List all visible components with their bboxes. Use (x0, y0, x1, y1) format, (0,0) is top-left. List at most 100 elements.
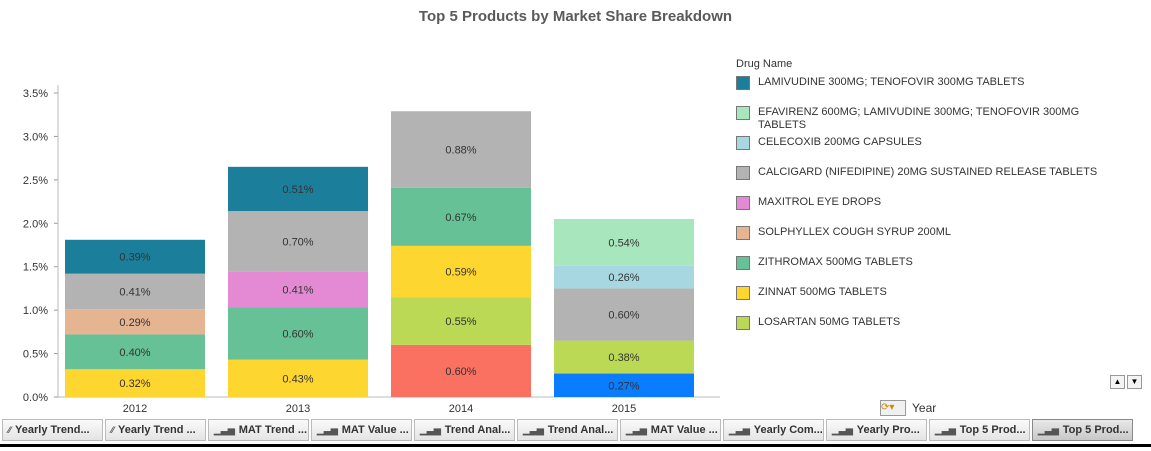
bar-segment[interactable] (65, 334, 205, 370)
bar-segment[interactable] (228, 307, 368, 360)
scroll-up-button[interactable]: ▲ (1110, 375, 1125, 389)
bar-chart-icon: ▁▃▅ (626, 424, 647, 435)
bar-segment[interactable] (554, 340, 694, 374)
bar-segment[interactable] (228, 271, 368, 308)
legend-label: ZINNAT 500MG TABLETS (758, 286, 887, 298)
legend-label: EFAVIRENZ 600MG; LAMIVUDINE 300MG; TENOF… (758, 106, 1080, 131)
chart-title: Top 5 Products by Market Share Breakdown (418, 8, 733, 25)
bar-segment[interactable] (391, 297, 531, 345)
legend-swatch (736, 226, 750, 240)
cycle-icon: ⟳▾ (881, 402, 895, 413)
data-label: 0.51% (282, 184, 313, 196)
y-tick-label: 1.0% (23, 305, 48, 317)
legend-label: SOLPHYLLEX COUGH SYRUP 200ML (758, 226, 951, 238)
bar-segment[interactable] (391, 111, 531, 188)
sheet-tab[interactable]: ▁▃▅ Trend Anal... (414, 419, 515, 441)
sheet-tab[interactable]: ▁▃▅ Trend Anal... (517, 419, 618, 441)
legend-item[interactable]: EFAVIRENZ 600MG; LAMIVUDINE 300MG; TENOF… (736, 104, 1146, 134)
data-label: 0.26% (608, 272, 639, 284)
y-tick-label: 0.0% (23, 392, 48, 404)
tab-label: Top 5 Prod... (959, 424, 1026, 436)
data-label: 0.54% (608, 237, 639, 249)
legend-item[interactable]: ZINNAT 500MG TABLETS (736, 284, 1146, 314)
legend-item[interactable]: CALCIGARD (NIFEDIPINE) 20MG SUSTAINED RE… (736, 164, 1146, 194)
bar-segment[interactable] (65, 239, 205, 274)
sheet-tab[interactable]: ▁▃▅ MAT Trend ... (208, 419, 309, 441)
data-label: 0.41% (282, 285, 313, 297)
bar-segment[interactable] (228, 211, 368, 272)
sheet-tab[interactable]: ▁▃▅ MAT Value ... (620, 419, 721, 441)
y-tick-label: 2.5% (23, 175, 48, 187)
bar-chart-icon: ▁▃▅ (729, 424, 750, 435)
legend-swatch (736, 166, 750, 180)
legend-swatch (736, 136, 750, 150)
bar-segment[interactable] (554, 265, 694, 289)
bar-segment[interactable] (554, 288, 694, 341)
sheet-tab[interactable]: ⁄⁄ Yearly Trend ... (105, 419, 206, 441)
data-label: 0.38% (608, 352, 639, 364)
data-label: 0.67% (445, 212, 476, 224)
legend-label: CELECOXIB 200MG CAPSULES (758, 136, 922, 148)
legend-item[interactable]: ZITHROMAX 500MG TABLETS (736, 254, 1146, 284)
line-chart-icon: ⁄⁄ (8, 425, 12, 435)
data-label: 0.32% (119, 378, 150, 390)
bar-segment[interactable] (65, 309, 205, 335)
bar-segment[interactable] (554, 373, 694, 397)
cycle-dropdown-button[interactable]: ⟳▾ (880, 400, 906, 416)
legend-item[interactable]: SOLPHYLLEX COUGH SYRUP 200ML (736, 224, 1146, 254)
sheet-tab[interactable]: ▁▃▅ MAT Value ... (311, 419, 412, 441)
legend: Drug Name LAMIVUDINE 300MG; TENOFOVIR 30… (736, 58, 1146, 344)
year-label: Year (912, 401, 937, 415)
data-label: 0.88% (445, 144, 476, 156)
bar-chart-icon: ▁▃▅ (935, 424, 956, 435)
data-label: 0.70% (282, 237, 313, 249)
bar-segment[interactable] (228, 166, 368, 212)
legend-swatch (736, 286, 750, 300)
x-tick-label: 2012 (123, 403, 147, 415)
legend-item[interactable]: LOSARTAN 50MG TABLETS (736, 314, 1146, 344)
data-label: 0.59% (445, 266, 476, 278)
tab-label: MAT Value ... (650, 424, 718, 436)
bar-segment[interactable] (65, 273, 205, 310)
legend-item[interactable]: LAMIVUDINE 300MG; TENOFOVIR 300MG TABLET… (736, 74, 1146, 104)
sheet-tab[interactable]: ▁▃▅ Top 5 Prod... (1032, 419, 1133, 441)
bar-chart-icon: ▁▃▅ (523, 424, 544, 435)
legend-label: CALCIGARD (NIFEDIPINE) 20MG SUSTAINED RE… (758, 166, 1098, 178)
sheet-tab[interactable]: ▁▃▅ Top 5 Prod... (929, 419, 1030, 441)
tab-label: Trend Anal... (547, 424, 614, 436)
data-label: 0.43% (282, 373, 313, 385)
sheet-tab[interactable]: ▁▃▅ Yearly Com... (723, 419, 824, 441)
legend-label: ZITHROMAX 500MG TABLETS (758, 256, 913, 268)
legend-label: LAMIVUDINE 300MG; TENOFOVIR 300MG TABLET… (758, 76, 1025, 88)
y-tick-label: 2.0% (23, 218, 48, 230)
x-tick-label: 2014 (449, 403, 473, 415)
legend-item[interactable]: CELECOXIB 200MG CAPSULES (736, 134, 1146, 164)
bar-segment[interactable] (554, 218, 694, 266)
line-chart-icon: ⁄⁄ (111, 425, 115, 435)
tab-label: Yearly Trend... (15, 424, 90, 436)
data-label: 0.60% (608, 309, 639, 321)
bar-chart-icon: ▁▃▅ (317, 424, 338, 435)
bar-segment[interactable] (228, 359, 368, 397)
data-label: 0.39% (119, 252, 150, 264)
data-label: 0.29% (119, 317, 150, 329)
year-dimension-control: ⟳▾ Year (880, 400, 936, 416)
legend-swatch (736, 76, 750, 90)
data-label: 0.60% (282, 329, 313, 341)
legend-swatch (736, 106, 750, 120)
sheet-tab[interactable]: ⁄⁄ Yearly Trend... (2, 419, 103, 441)
bar-chart-icon: ▁▃▅ (832, 424, 853, 435)
legend-item[interactable]: MAXITROL EYE DROPS (736, 194, 1146, 224)
tab-label: Yearly Com... (753, 424, 823, 436)
bar-segment[interactable] (391, 187, 531, 246)
bar-segment[interactable] (391, 245, 531, 298)
data-label: 0.40% (119, 347, 150, 359)
bar-segment[interactable] (65, 369, 205, 397)
sheet-tab[interactable]: ▁▃▅ Yearly Pro... (826, 419, 927, 441)
bar-segment[interactable] (391, 344, 531, 397)
tab-label: MAT Trend ... (238, 424, 308, 436)
y-tick-label: 3.0% (23, 131, 48, 143)
scroll-down-button[interactable]: ▼ (1127, 375, 1142, 389)
tab-label: MAT Value ... (341, 424, 409, 436)
x-tick-label: 2013 (286, 403, 310, 415)
